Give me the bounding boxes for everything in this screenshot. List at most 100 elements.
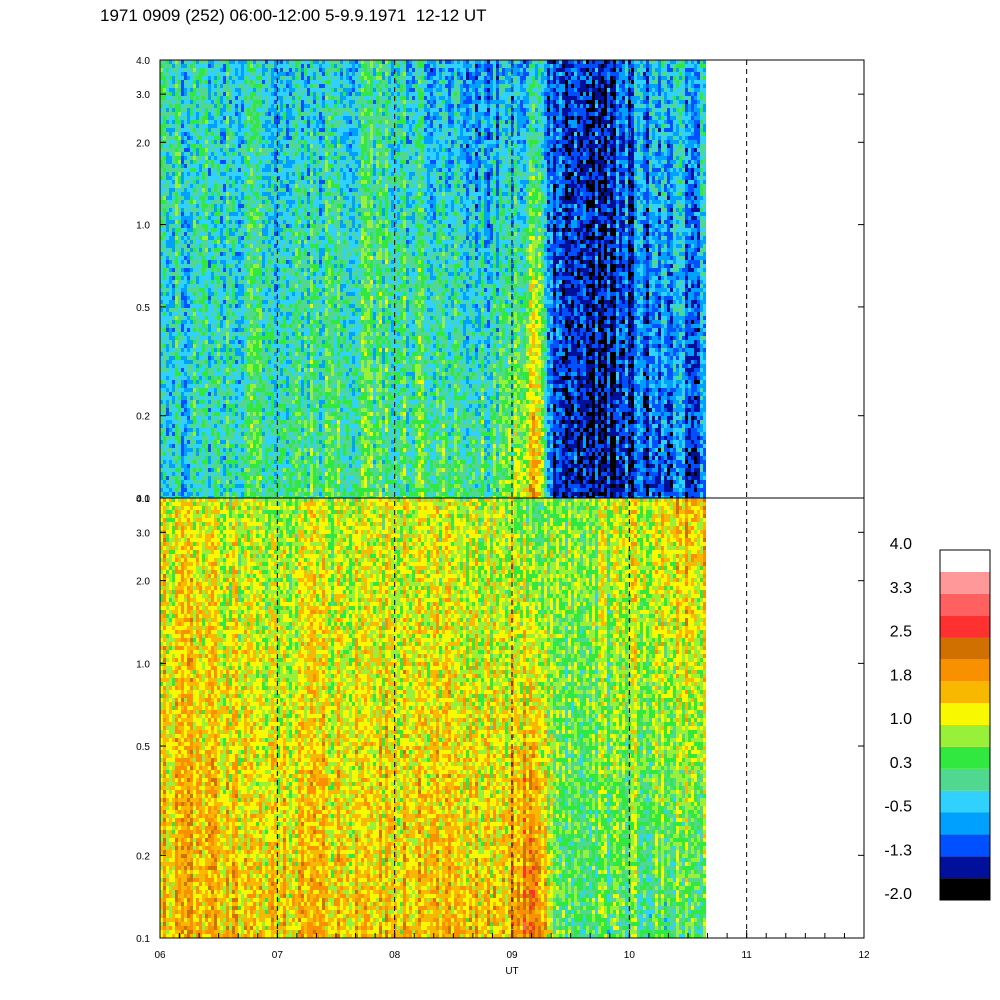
heatmap-cell (280, 204, 283, 208)
heatmap-cell (196, 128, 199, 132)
heatmap-cell (187, 348, 190, 352)
heatmap-cell (214, 84, 217, 88)
heatmap-cell (184, 360, 187, 364)
heatmap-cell (172, 392, 175, 396)
heatmap-cell (271, 484, 274, 488)
heatmap-cell (166, 348, 169, 352)
heatmap-cell (199, 240, 202, 244)
heatmap-cell (166, 156, 169, 160)
heatmap-cell (199, 476, 202, 480)
heatmap-cell (232, 404, 235, 408)
heatmap-cell (214, 332, 217, 336)
heatmap-cell (175, 316, 178, 320)
heatmap-cell (286, 276, 289, 280)
heatmap-cell (274, 112, 277, 116)
heatmap-cell (166, 424, 169, 428)
heatmap-cell (265, 320, 268, 324)
heatmap-cell (163, 60, 166, 64)
heatmap-cell (268, 96, 271, 100)
heatmap-cell (271, 336, 274, 340)
heatmap-cell (286, 220, 289, 224)
heatmap-cell (250, 368, 253, 372)
heatmap-cell (196, 380, 199, 384)
heatmap-cell (181, 236, 184, 240)
heatmap-cell (244, 304, 247, 308)
heatmap-cell (232, 216, 235, 220)
heatmap-cell (262, 236, 265, 240)
heatmap-cell (208, 92, 211, 96)
heatmap-cell (184, 212, 187, 216)
heatmap-cell (280, 228, 283, 232)
heatmap-cell (166, 336, 169, 340)
heatmap-cell (175, 304, 178, 308)
heatmap-cell (274, 284, 277, 288)
heatmap-cell (199, 348, 202, 352)
heatmap-cell (232, 252, 235, 256)
heatmap-cell (271, 420, 274, 424)
heatmap-cell (208, 200, 211, 204)
heatmap-cell (268, 68, 271, 72)
heatmap-cell (193, 460, 196, 464)
heatmap-cell (262, 328, 265, 332)
heatmap-cell (211, 76, 214, 80)
heatmap-cell (283, 424, 286, 428)
heatmap-cell (226, 412, 229, 416)
heatmap-cell (223, 308, 226, 312)
heatmap-cell (166, 312, 169, 316)
heatmap-cell (253, 388, 256, 392)
heatmap-cell (235, 380, 238, 384)
heatmap-cell (202, 224, 205, 228)
heatmap-cell (205, 496, 208, 498)
heatmap-cell (208, 244, 211, 248)
heatmap-cell (232, 224, 235, 228)
heatmap-cell (187, 156, 190, 160)
heatmap-cell (214, 148, 217, 152)
heatmap-cell (190, 336, 193, 340)
heatmap-cell (262, 392, 265, 396)
heatmap-cell (241, 256, 244, 260)
heatmap-cell (196, 108, 199, 112)
heatmap-cell (262, 108, 265, 112)
heatmap-cell (163, 460, 166, 464)
heatmap-cell (196, 364, 199, 368)
heatmap-cell (199, 344, 202, 348)
heatmap-cell (208, 464, 211, 468)
heatmap-cell (292, 468, 295, 472)
heatmap-cell (289, 272, 292, 276)
heatmap-cell (238, 328, 241, 332)
heatmap-cell (223, 360, 226, 364)
heatmap-cell (178, 348, 181, 352)
heatmap-cell (271, 144, 274, 148)
heatmap-cell (274, 280, 277, 284)
heatmap-cell (199, 264, 202, 268)
heatmap-cell (232, 96, 235, 100)
heatmap-cell (160, 156, 163, 160)
heatmap-cell (280, 260, 283, 264)
heatmap-cell (235, 200, 238, 204)
heatmap-cell (241, 260, 244, 264)
heatmap-cell (181, 72, 184, 76)
heatmap-cell (196, 204, 199, 208)
heatmap-cell (289, 400, 292, 404)
heatmap-cell (166, 104, 169, 108)
heatmap-cell (205, 464, 208, 468)
heatmap-cell (238, 104, 241, 108)
heatmap-cell (229, 260, 232, 264)
heatmap-cell (181, 496, 184, 498)
heatmap-cell (286, 136, 289, 140)
heatmap-cell (271, 124, 274, 128)
heatmap-cell (223, 128, 226, 132)
heatmap-cell (253, 100, 256, 104)
heatmap-cell (232, 104, 235, 108)
heatmap-cell (262, 204, 265, 208)
heatmap-cell (163, 416, 166, 420)
heatmap-cell (208, 232, 211, 236)
heatmap-cell (232, 288, 235, 292)
heatmap-cell (256, 468, 259, 472)
heatmap-cell (244, 348, 247, 352)
heatmap-cell (253, 72, 256, 76)
heatmap-cell (265, 312, 268, 316)
heatmap-cell (172, 188, 175, 192)
heatmap-cell (199, 288, 202, 292)
heatmap-cell (286, 312, 289, 316)
